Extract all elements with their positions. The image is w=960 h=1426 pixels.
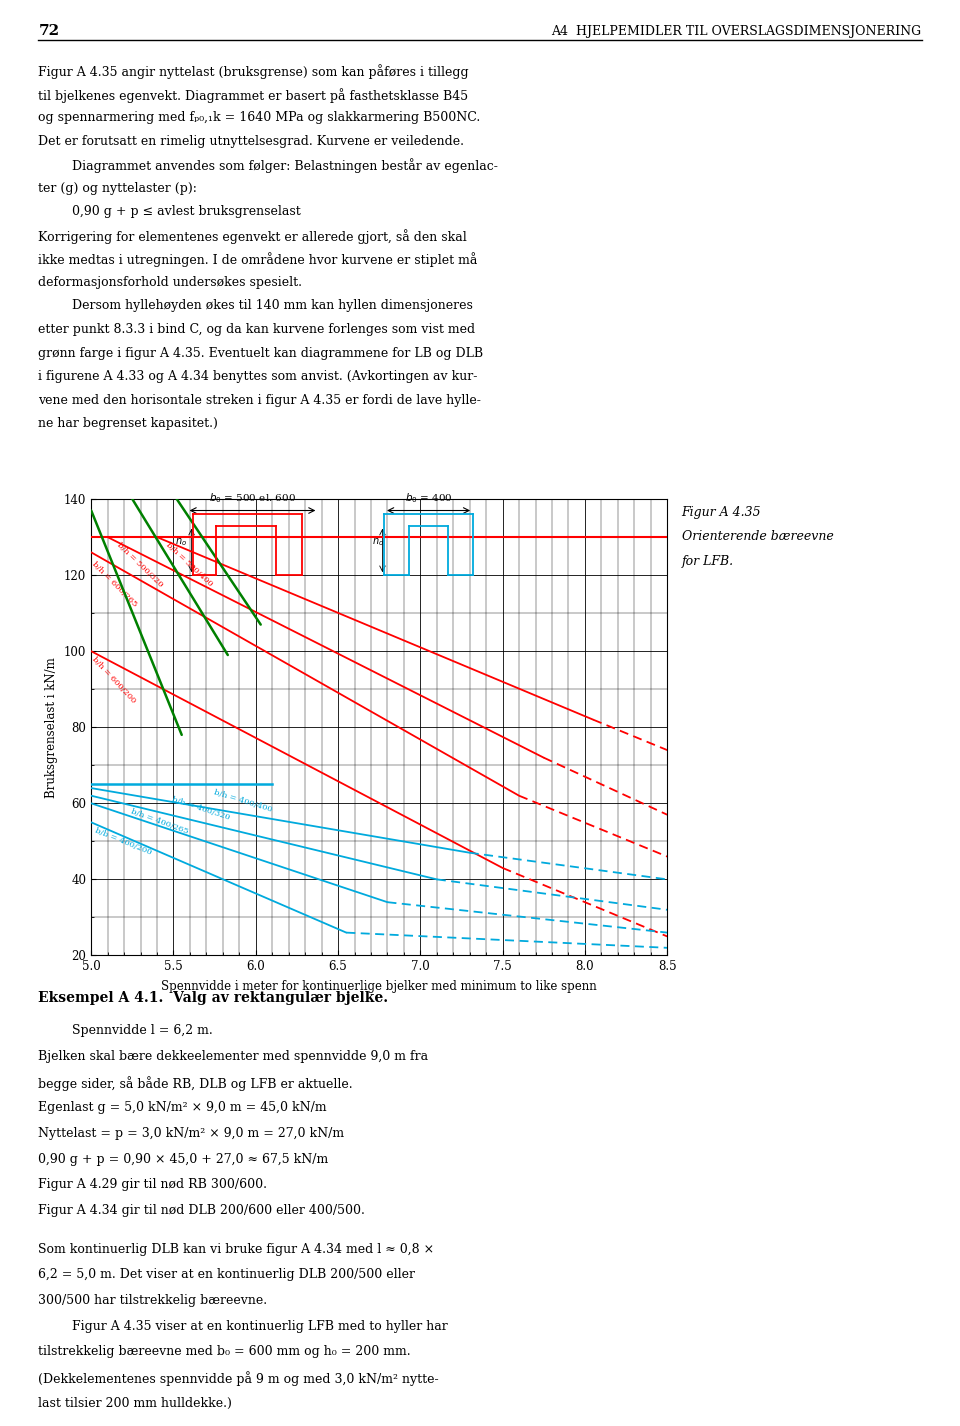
Text: ne har begrenset kapasitet.): ne har begrenset kapasitet.) bbox=[38, 416, 218, 431]
Text: (Dekkelementenes spennvidde på 9 m og med 3,0 kN/m² nytte-: (Dekkelementenes spennvidde på 9 m og me… bbox=[38, 1370, 439, 1386]
Text: Diagrammet anvendes som følger: Belastningen består av egenlас-: Diagrammet anvendes som følger: Belastni… bbox=[72, 158, 498, 173]
Text: b/b = 400/200: b/b = 400/200 bbox=[93, 826, 153, 856]
Text: 6,2 = 5,0 m. Det viser at en kontinuerlig DLB 200/500 eller: 6,2 = 5,0 m. Det viser at en kontinuerli… bbox=[38, 1268, 416, 1282]
Text: for LFB.: for LFB. bbox=[682, 555, 733, 568]
Text: 0,90 g + p = 0,90 × 45,0 + 27,0 ≈ 67,5 kN/m: 0,90 g + p = 0,90 × 45,0 + 27,0 ≈ 67,5 k… bbox=[38, 1152, 328, 1166]
Text: Spennvidde l = 6,2 m.: Spennvidde l = 6,2 m. bbox=[72, 1024, 213, 1038]
Text: b/h = 400/400: b/h = 400/400 bbox=[212, 789, 273, 813]
Text: Egenlast g = 5,0 kN/m² × 9,0 m = 45,0 kN/m: Egenlast g = 5,0 kN/m² × 9,0 m = 45,0 kN… bbox=[38, 1101, 327, 1115]
Text: b/h = 400/265: b/h = 400/265 bbox=[130, 807, 189, 836]
Text: Figur A 4.35 viser at en kontinuerlig LFB med to hyller har: Figur A 4.35 viser at en kontinuerlig LF… bbox=[72, 1319, 447, 1333]
Text: b/h = 500/400: b/h = 500/400 bbox=[165, 540, 214, 588]
Text: til bjelkenes egenvekt. Diagrammet er basert på fasthetsklasse B45: til bjelkenes egenvekt. Diagrammet er ba… bbox=[38, 88, 468, 103]
Text: $h_o$: $h_o$ bbox=[372, 533, 384, 548]
Text: last tilsier 200 mm hulldekke.): last tilsier 200 mm hulldekke.) bbox=[38, 1396, 232, 1410]
Text: $b_0$ = 400: $b_0$ = 400 bbox=[404, 491, 452, 505]
Text: vene med den horisontale streken i figur A 4.35 er fordi de lave hylle-: vene med den horisontale streken i figur… bbox=[38, 394, 481, 406]
Text: b/h = 600/265: b/h = 600/265 bbox=[90, 560, 139, 609]
Text: Korrigering for elementenes egenvekt er allerede gjort, så den skal: Korrigering for elementenes egenvekt er … bbox=[38, 230, 468, 244]
Text: $h_o$: $h_o$ bbox=[175, 533, 186, 548]
Text: ikke medtas i utregningen. I de områdene hvor kurvene er stiplet må: ikke medtas i utregningen. I de områdene… bbox=[38, 252, 478, 267]
Text: Orienterende bæreevne: Orienterende bæreevne bbox=[682, 530, 833, 543]
Text: b/h = 600/200: b/h = 600/200 bbox=[90, 655, 137, 704]
Text: 0,90 g + p ≤ avlest bruksgrenselast: 0,90 g + p ≤ avlest bruksgrenselast bbox=[72, 205, 300, 218]
Text: begge sider, så både RB, DLB og LFB er aktuelle.: begge sider, så både RB, DLB og LFB er a… bbox=[38, 1075, 353, 1091]
Text: Figur A 4.35: Figur A 4.35 bbox=[682, 506, 761, 519]
Text: b/h = 400/320: b/h = 400/320 bbox=[171, 796, 231, 821]
Text: Figur A 4.35 angir nyttelast (bruksgrense) som kan påføres i tillegg: Figur A 4.35 angir nyttelast (bruksgrens… bbox=[38, 64, 469, 78]
Text: tilstrekkelig bæreevne med b₀ = 600 mm og h₀ = 200 mm.: tilstrekkelig bæreevne med b₀ = 600 mm o… bbox=[38, 1345, 411, 1359]
Text: Bjelken skal bære dekkeelementer med spennvidde 9,0 m fra: Bjelken skal bære dekkeelementer med spe… bbox=[38, 1050, 428, 1064]
Text: Dersom hyllehøyden økes til 140 mm kan hyllen dimensjoneres: Dersom hyllehøyden økes til 140 mm kan h… bbox=[72, 299, 473, 312]
Text: ter (g) og nyttelaster (p):: ter (g) og nyttelaster (p): bbox=[38, 183, 197, 195]
Text: A4  HJELPEMIDLER TIL OVERSLAGSDIMENSJONERING: A4 HJELPEMIDLER TIL OVERSLAGSDIMENSJONER… bbox=[551, 24, 922, 39]
Text: $b_0$ = 500 el. 600: $b_0$ = 500 el. 600 bbox=[209, 491, 296, 505]
Text: etter punkt 8.3.3 i bind C, og da kan kurvene forlenges som vist med: etter punkt 8.3.3 i bind C, og da kan ku… bbox=[38, 324, 475, 337]
Text: og spennarmering med fₚ₀,₁k = 1640 MPa og slakkarmering B500NC.: og spennarmering med fₚ₀,₁k = 1640 MPa o… bbox=[38, 111, 481, 124]
Text: Det er forutsatt en rimelig utnyttelsesgrad. Kurvene er veiledende.: Det er forutsatt en rimelig utnyttelsesg… bbox=[38, 135, 465, 148]
Text: Figur A 4.34 gir til nød DLB 200/600 eller 400/500.: Figur A 4.34 gir til nød DLB 200/600 ell… bbox=[38, 1204, 365, 1218]
Text: b/h = 500/320: b/h = 500/320 bbox=[115, 540, 164, 589]
Text: Nyttelast = p = 3,0 kN/m² × 9,0 m = 27,0 kN/m: Nyttelast = p = 3,0 kN/m² × 9,0 m = 27,0… bbox=[38, 1127, 345, 1141]
Y-axis label: Bruksgrenselast i kN/m: Bruksgrenselast i kN/m bbox=[45, 657, 59, 797]
Text: deformasjonsforhold undersøkes spesielt.: deformasjonsforhold undersøkes spesielt. bbox=[38, 277, 302, 289]
Text: i figurene A 4.33 og A 4.34 benyttes som anvist. (Avkortingen av kur-: i figurene A 4.33 og A 4.34 benyttes som… bbox=[38, 371, 478, 384]
X-axis label: Spennvidde i meter for kontinuerlige bjelker med minimum to like spenn: Spennvidde i meter for kontinuerlige bje… bbox=[161, 980, 597, 994]
Text: 72: 72 bbox=[38, 24, 60, 39]
Text: Som kontinuerlig DLB kan vi bruke figur A 4.34 med l ≈ 0,8 ×: Som kontinuerlig DLB kan vi bruke figur … bbox=[38, 1242, 435, 1256]
Text: 300/500 har tilstrekkelig bæreevne.: 300/500 har tilstrekkelig bæreevne. bbox=[38, 1293, 268, 1308]
Text: Eksempel A 4.1.  Valg av rektangulær bjelke.: Eksempel A 4.1. Valg av rektangulær bjel… bbox=[38, 991, 389, 1005]
Text: grønn farge i figur A 4.35. Eventuelt kan diagrammene for LB og DLB: grønn farge i figur A 4.35. Eventuelt ka… bbox=[38, 347, 484, 359]
Text: Figur A 4.29 gir til nød RB 300/600.: Figur A 4.29 gir til nød RB 300/600. bbox=[38, 1178, 268, 1192]
